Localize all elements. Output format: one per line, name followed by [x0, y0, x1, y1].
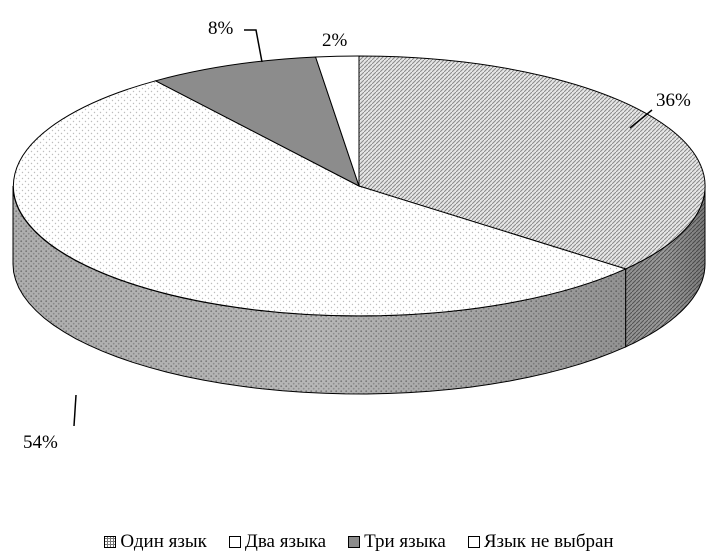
legend-label-three-languages: Три языка: [364, 531, 446, 552]
legend: Один язык Два языка Три языка Язык не вы…: [0, 532, 718, 552]
legend-item-three-languages: Три языка: [348, 532, 446, 552]
pie-side-shade-one-language: [625, 186, 705, 347]
legend-label-no-language: Язык не выбран: [483, 531, 614, 552]
leader-line-three-languages: [244, 29, 263, 63]
legend-swatch-two-languages: [228, 536, 241, 548]
legend-swatch-one-language: [104, 536, 117, 548]
legend-swatch-no-language: [467, 536, 480, 548]
pie-slice-two-languages: [12, 80, 628, 317]
data-label-one-language: 36%: [656, 90, 691, 111]
legend-swatch-three-languages: [348, 536, 361, 548]
data-label-no-language: 2%: [322, 30, 348, 51]
legend-label-one-language: Один язык: [120, 531, 207, 552]
data-label-two-languages: 54%: [23, 432, 58, 453]
legend-label-two-languages: Два языка: [244, 531, 327, 552]
legend-item-two-languages: Два языка: [228, 531, 327, 552]
legend-item-no-language: Язык не выбран: [467, 531, 614, 552]
pie-side-shade-two-languages: [13, 186, 626, 394]
data-label-three-languages: 8%: [208, 18, 234, 39]
leader-line-one-language: [629, 109, 653, 129]
legend-item-one-language: Один язык: [104, 531, 207, 552]
pie-slice-no-language: [314, 55, 360, 187]
pie-slice-one-language: [358, 55, 706, 270]
leader-line-two-languages: [73, 394, 77, 427]
pie-slice-three-languages: [154, 56, 360, 188]
